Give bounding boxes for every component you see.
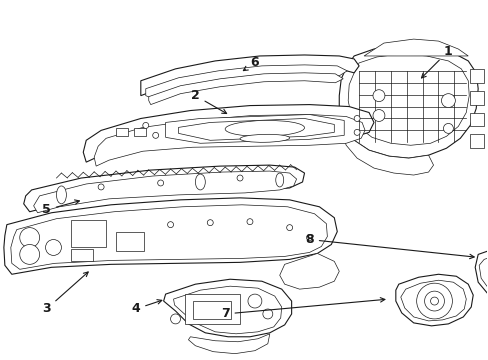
Text: 1: 1 bbox=[421, 45, 452, 78]
Polygon shape bbox=[279, 253, 339, 289]
Bar bbox=[469, 91, 483, 105]
Circle shape bbox=[372, 109, 384, 121]
Polygon shape bbox=[83, 105, 373, 162]
Circle shape bbox=[157, 180, 163, 186]
Bar bbox=[185, 294, 240, 324]
Ellipse shape bbox=[240, 134, 289, 142]
Bar bbox=[116, 231, 143, 251]
Text: 2: 2 bbox=[191, 89, 226, 113]
Circle shape bbox=[263, 309, 272, 319]
Polygon shape bbox=[34, 171, 296, 213]
Ellipse shape bbox=[56, 186, 66, 204]
Bar bbox=[469, 69, 483, 83]
Ellipse shape bbox=[195, 174, 205, 190]
Circle shape bbox=[441, 94, 454, 108]
Circle shape bbox=[170, 314, 180, 324]
Polygon shape bbox=[141, 55, 358, 96]
Circle shape bbox=[237, 175, 243, 181]
Circle shape bbox=[246, 219, 252, 225]
Circle shape bbox=[247, 294, 262, 308]
Polygon shape bbox=[165, 114, 344, 143]
Text: 6: 6 bbox=[243, 57, 259, 71]
Ellipse shape bbox=[275, 173, 283, 187]
Circle shape bbox=[20, 244, 40, 264]
Circle shape bbox=[142, 122, 148, 129]
Bar bbox=[71, 249, 93, 261]
Polygon shape bbox=[11, 205, 326, 269]
Polygon shape bbox=[94, 114, 365, 166]
Circle shape bbox=[353, 116, 359, 121]
Bar bbox=[134, 129, 145, 136]
Text: 8: 8 bbox=[305, 233, 473, 259]
Polygon shape bbox=[347, 54, 468, 145]
Polygon shape bbox=[173, 286, 281, 334]
Polygon shape bbox=[478, 251, 488, 298]
Circle shape bbox=[353, 129, 359, 135]
Polygon shape bbox=[474, 244, 488, 303]
Polygon shape bbox=[188, 334, 269, 354]
Polygon shape bbox=[4, 198, 337, 274]
Circle shape bbox=[372, 90, 384, 102]
Polygon shape bbox=[395, 274, 472, 326]
Text: 3: 3 bbox=[42, 272, 88, 315]
Polygon shape bbox=[341, 129, 433, 175]
Bar bbox=[193, 301, 231, 319]
Ellipse shape bbox=[224, 121, 304, 136]
Polygon shape bbox=[148, 73, 343, 105]
Circle shape bbox=[152, 132, 158, 138]
Polygon shape bbox=[163, 279, 291, 337]
Circle shape bbox=[424, 291, 444, 311]
Polygon shape bbox=[178, 118, 334, 140]
Polygon shape bbox=[400, 280, 466, 321]
Circle shape bbox=[306, 235, 312, 240]
Text: 4: 4 bbox=[131, 300, 162, 315]
Bar bbox=[469, 113, 483, 126]
Circle shape bbox=[167, 222, 173, 228]
Polygon shape bbox=[24, 165, 304, 212]
Polygon shape bbox=[364, 39, 468, 56]
Bar bbox=[116, 129, 128, 136]
Polygon shape bbox=[145, 65, 346, 98]
Circle shape bbox=[20, 228, 40, 247]
Circle shape bbox=[98, 184, 104, 190]
Bar bbox=[469, 134, 483, 148]
Circle shape bbox=[286, 225, 292, 231]
Circle shape bbox=[45, 239, 61, 255]
Polygon shape bbox=[339, 46, 477, 158]
Text: 5: 5 bbox=[42, 200, 79, 216]
Circle shape bbox=[443, 123, 452, 133]
Bar bbox=[71, 220, 106, 247]
Circle shape bbox=[207, 220, 213, 226]
Circle shape bbox=[429, 297, 438, 305]
Text: 7: 7 bbox=[220, 298, 384, 320]
Circle shape bbox=[416, 283, 451, 319]
